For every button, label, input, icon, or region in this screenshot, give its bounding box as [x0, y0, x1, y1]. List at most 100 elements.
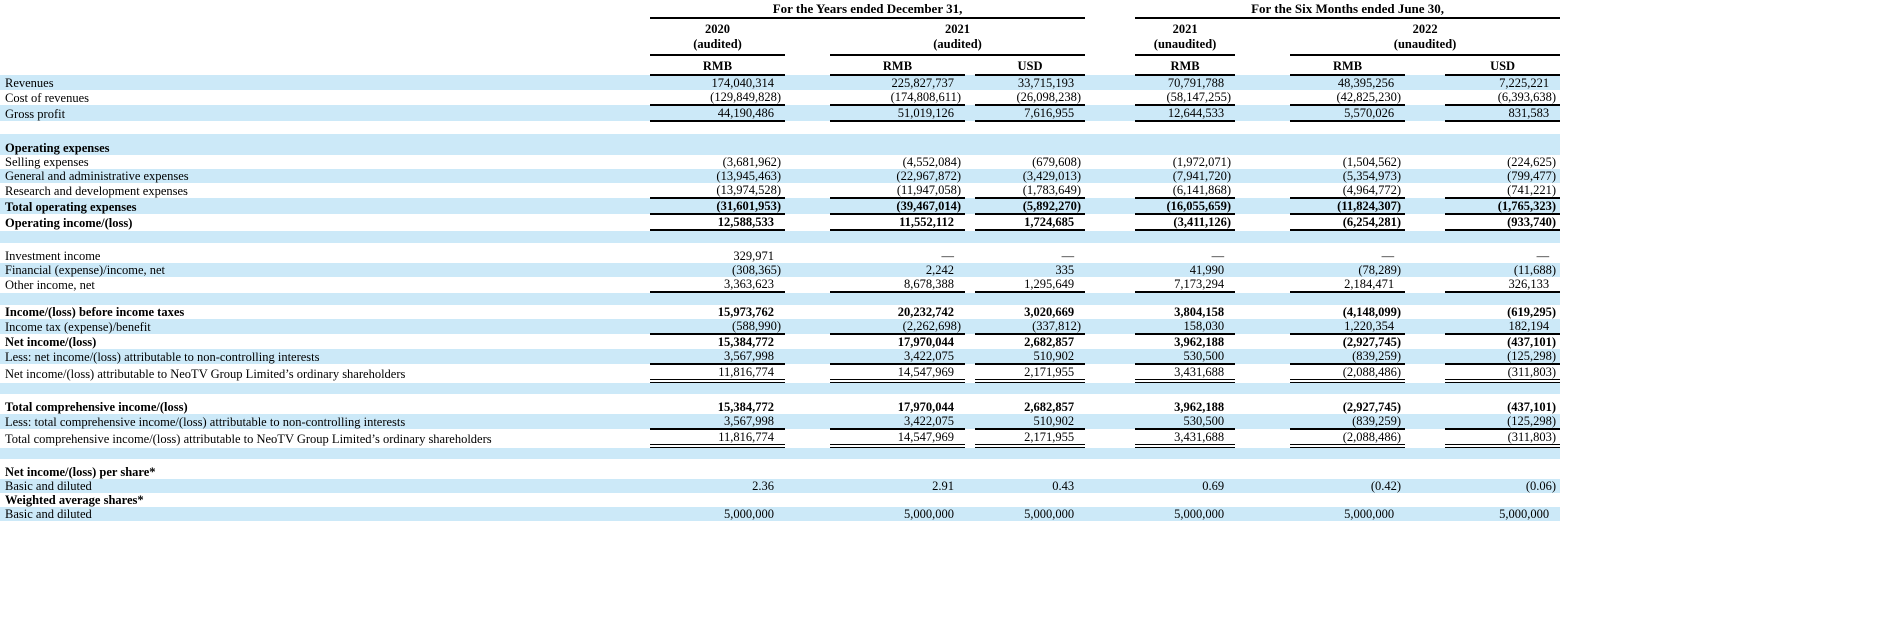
year-header-2021-audited: 2021 (audited): [830, 18, 1086, 56]
spacer-cell: [1085, 2, 1135, 18]
spacer-cell: [0, 121, 1560, 134]
cell-value: 15,384,772: [717, 335, 774, 349]
spacer-cell: [1085, 334, 1135, 349]
spacer-cell: [965, 263, 975, 277]
cell-value: 5,000,000: [1174, 507, 1225, 521]
spacer-cell: [785, 429, 830, 446]
period-group-row: For the Years ended December 31, For the…: [0, 2, 1561, 19]
section-header-row: Net income/(loss) per share*: [0, 465, 1560, 479]
cell-value: (5,354,973): [1342, 169, 1402, 183]
cell-value: 5,000,000: [904, 507, 954, 521]
cell-value: (26,098,238): [975, 90, 1086, 106]
spacer-cell: [1235, 334, 1290, 349]
spacer-cell: [785, 334, 830, 349]
cell-value: 17,970,044: [897, 335, 954, 349]
cell-value: 70,791,788: [1167, 76, 1225, 90]
unit-header: RMB: [650, 55, 785, 76]
table-row: Basic and diluted 5,000,000 5,000,000 5,000…: [0, 507, 1561, 521]
table-row: Revenues 174,040,314 225,827,737 33,715,193…: [0, 75, 1561, 90]
cell-value: 182,194: [1445, 319, 1561, 335]
spacer-cell: [785, 277, 830, 292]
spacer-cell: [0, 292, 1560, 305]
row-label: Basic and diluted: [5, 479, 92, 493]
spacer-cell: [965, 277, 975, 292]
spacer-cell: [785, 105, 830, 121]
cell-value: (13,974,528): [650, 183, 785, 199]
spacer-cell: [785, 349, 830, 364]
table-body: Revenues 174,040,314 225,827,737 33,715,193…: [0, 75, 1561, 521]
row-label: Research and development expenses: [5, 184, 188, 198]
cell-value: (125,298): [1445, 349, 1561, 365]
cell-value: (308,365): [732, 263, 781, 277]
year-label: 2020: [705, 22, 730, 36]
table-row: Gross profit 44,190,486 51,019,126 7,616,95…: [0, 105, 1561, 122]
cell-value: 3,567,998: [650, 349, 785, 365]
spacer-cell: [1085, 105, 1135, 121]
cell-value: (1,972,071): [1172, 155, 1232, 169]
cell-value: (5,892,270): [975, 198, 1086, 215]
spacer-cell: [965, 198, 975, 214]
cell-value: —: [941, 249, 955, 263]
spacer-cell: [1235, 263, 1290, 277]
cell-value: —: [1211, 249, 1225, 263]
cell-value: —: [1536, 249, 1550, 263]
cell-value: (1,783,649): [975, 183, 1086, 199]
spacer-cell: [1405, 479, 1445, 493]
cell-value: 1,220,354: [1290, 319, 1406, 335]
cell-value: (78,289): [1358, 263, 1402, 277]
cell-value: 11,552,112: [830, 214, 965, 231]
spacer-cell: [0, 230, 1560, 243]
cell-value: 7,616,955: [975, 105, 1086, 122]
cell-value: 5,000,000: [1024, 507, 1075, 521]
spacer-cell: [965, 334, 975, 349]
spacer-cell: [965, 55, 975, 75]
spacer-cell: [1085, 277, 1135, 292]
spacer-cell: [1235, 90, 1290, 105]
spacer-cell: [785, 169, 830, 183]
cell-value: (1,765,323): [1445, 198, 1561, 215]
cell-value: (3,411,126): [1135, 214, 1236, 231]
spacer-cell: [965, 249, 975, 263]
cell-value: 17,970,044: [897, 400, 954, 414]
cell-value: 530,500: [1135, 414, 1236, 430]
spacer-cell: [1235, 349, 1290, 364]
spacer-cell: [0, 18, 650, 55]
spacer-cell: [785, 90, 830, 105]
spacer-cell: [965, 507, 975, 521]
cell-value: 0.43: [1052, 479, 1075, 493]
spacer-cell: [1235, 400, 1290, 414]
cell-value: 5,570,026: [1290, 105, 1406, 122]
spacer-cell: [1085, 90, 1135, 105]
audit-note: (audited): [933, 37, 982, 51]
cell-value: 3,431,688: [1135, 429, 1236, 448]
cell-value: 326,133: [1445, 277, 1561, 293]
cell-value: 1,295,649: [975, 277, 1086, 293]
table-row: Total operating expenses (31,601,953) (39,…: [0, 198, 1561, 215]
spacer-cell: [1085, 364, 1135, 381]
spacer-cell: [0, 446, 1560, 459]
spacer-cell: [1405, 334, 1445, 349]
spacer-cell: [965, 364, 975, 381]
cell-value: (4,552,084): [902, 155, 961, 169]
cell-value: 5,000,000: [724, 507, 774, 521]
cell-value: (337,812): [975, 319, 1086, 335]
cell-value: 51,019,126: [830, 105, 965, 122]
row-label: Financial (expense)/income, net: [5, 263, 166, 277]
spacer-cell: [650, 141, 1560, 155]
cell-value: 5,000,000: [1344, 507, 1395, 521]
row-label: Operating income/(loss): [5, 216, 133, 230]
cell-value: (2,088,486): [1290, 429, 1406, 448]
cell-value: 3,422,075: [830, 414, 965, 430]
spacer-cell: [1085, 507, 1135, 521]
spacer-cell: [1085, 198, 1135, 214]
spacer-cell: [1405, 429, 1445, 446]
cell-value: 3,962,188: [1174, 400, 1225, 414]
spacer-cell: [1405, 364, 1445, 381]
spacer-cell: [1405, 183, 1445, 198]
spacer-row: [0, 230, 1561, 243]
cell-value: (619,295): [1507, 305, 1557, 319]
spacer-cell: [785, 400, 830, 414]
spacer-cell: [785, 214, 830, 230]
table-row: Operating income/(loss) 12,588,533 11,552,…: [0, 214, 1561, 231]
spacer-cell: [1085, 349, 1135, 364]
